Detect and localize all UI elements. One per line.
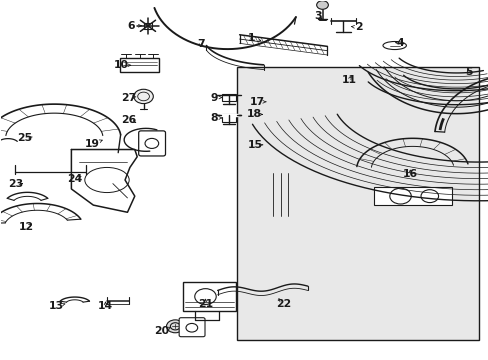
Text: 10: 10 (114, 60, 129, 70)
FancyBboxPatch shape (373, 187, 451, 205)
Text: 20: 20 (154, 326, 169, 336)
Text: 15: 15 (247, 140, 262, 150)
Text: 12: 12 (19, 222, 34, 232)
FancyBboxPatch shape (139, 131, 165, 156)
Text: 18: 18 (246, 109, 261, 120)
Text: 8: 8 (210, 113, 217, 123)
Ellipse shape (316, 1, 328, 9)
FancyBboxPatch shape (182, 282, 236, 311)
Text: 3: 3 (313, 11, 321, 21)
FancyBboxPatch shape (222, 94, 235, 101)
Text: 2: 2 (355, 22, 362, 32)
Text: 19: 19 (85, 139, 100, 149)
Ellipse shape (134, 89, 153, 104)
Text: 11: 11 (341, 75, 356, 85)
Text: 23: 23 (8, 179, 23, 189)
Text: 21: 21 (198, 299, 213, 309)
Text: 1: 1 (247, 33, 255, 43)
Text: 25: 25 (18, 133, 33, 143)
Text: 24: 24 (67, 174, 82, 184)
Text: 9: 9 (210, 93, 217, 103)
Text: 7: 7 (196, 39, 204, 49)
Ellipse shape (166, 320, 183, 333)
Text: 16: 16 (402, 168, 417, 179)
FancyBboxPatch shape (120, 58, 159, 72)
Text: 17: 17 (249, 97, 264, 107)
Text: 5: 5 (464, 67, 471, 77)
Text: 4: 4 (396, 38, 404, 48)
FancyBboxPatch shape (237, 67, 478, 339)
Text: 6: 6 (127, 21, 135, 31)
Text: 22: 22 (275, 299, 290, 309)
FancyBboxPatch shape (179, 318, 204, 337)
FancyBboxPatch shape (222, 114, 235, 122)
Text: 26: 26 (121, 115, 136, 125)
Text: 13: 13 (49, 301, 64, 311)
Text: 27: 27 (121, 93, 136, 103)
Text: 14: 14 (98, 301, 113, 311)
